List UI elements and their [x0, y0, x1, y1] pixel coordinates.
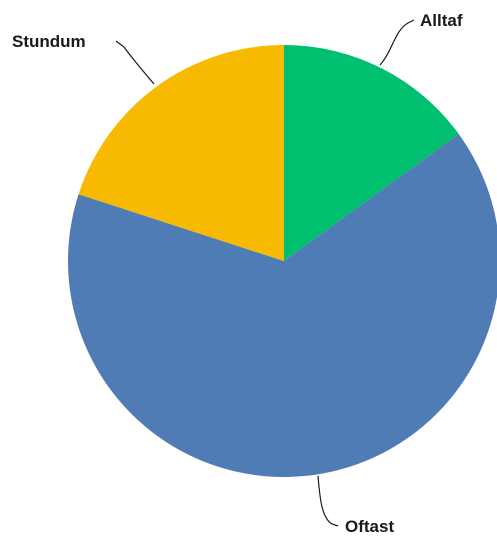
- leader-line-stundum: [115, 40, 155, 85]
- label-stundum: Stundum: [12, 32, 86, 51]
- label-oftast: Oftast: [345, 517, 394, 536]
- label-alltaf: Alltaf: [420, 11, 463, 30]
- pie-slice-oftast: [68, 134, 497, 477]
- leader-line-alltaf: [379, 19, 415, 66]
- leader-line-oftast: [317, 475, 339, 527]
- pie-slice-stundum: [78, 45, 284, 261]
- pie-slices: [68, 45, 497, 477]
- pie-slice-alltaf: [284, 45, 459, 261]
